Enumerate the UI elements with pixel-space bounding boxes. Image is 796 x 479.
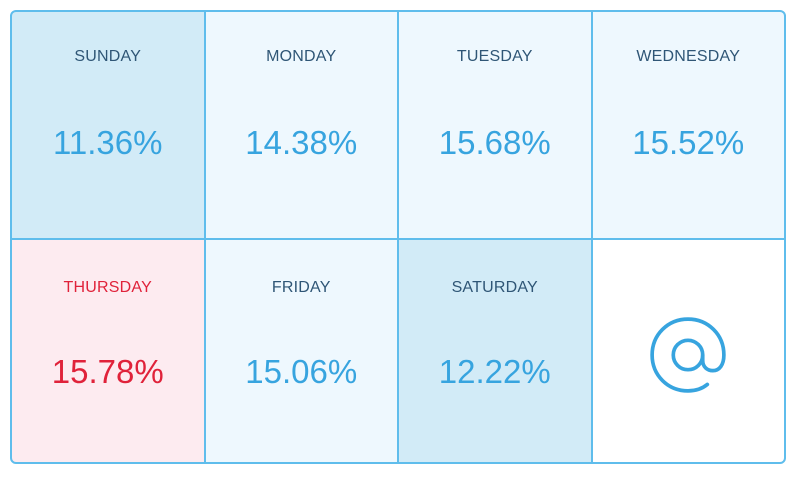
day-tile-thursday: THURSDAY 15.78% [12, 239, 204, 462]
day-percentage: 15.06% [245, 352, 358, 390]
day-label: SATURDAY [451, 278, 538, 296]
day-percentage: 14.38% [245, 124, 358, 161]
at-sign-icon [650, 317, 726, 393]
icon-tile [592, 239, 784, 462]
day-label: MONDAY [266, 48, 337, 65]
day-label: THURSDAY [63, 278, 152, 296]
day-tile-tuesday: TUESDAY 15.68% [399, 12, 591, 238]
day-tile-wednesday: WEDNESDAY 15.52% [592, 12, 784, 238]
day-label: SUNDAY [74, 48, 142, 65]
day-percentage: 15.68% [438, 124, 551, 161]
day-percentage: 15.78% [51, 352, 164, 390]
weekday-grid: SUNDAY 11.36% MONDAY 14.38% TUESDAY 15.6… [10, 10, 786, 464]
day-percentage: 11.36% [53, 124, 163, 161]
day-label: WEDNESDAY [636, 48, 741, 65]
day-tile-friday: FRIDAY 15.06% [205, 239, 397, 462]
day-percentage: 15.52% [632, 124, 745, 161]
day-label: TUESDAY [456, 48, 533, 65]
day-label: FRIDAY [271, 278, 331, 296]
day-tile-monday: MONDAY 14.38% [205, 12, 397, 238]
day-tile-sunday: SUNDAY 11.36% [12, 12, 204, 238]
day-percentage: 12.22% [438, 352, 551, 390]
day-tile-saturday: SATURDAY 12.22% [399, 239, 591, 462]
